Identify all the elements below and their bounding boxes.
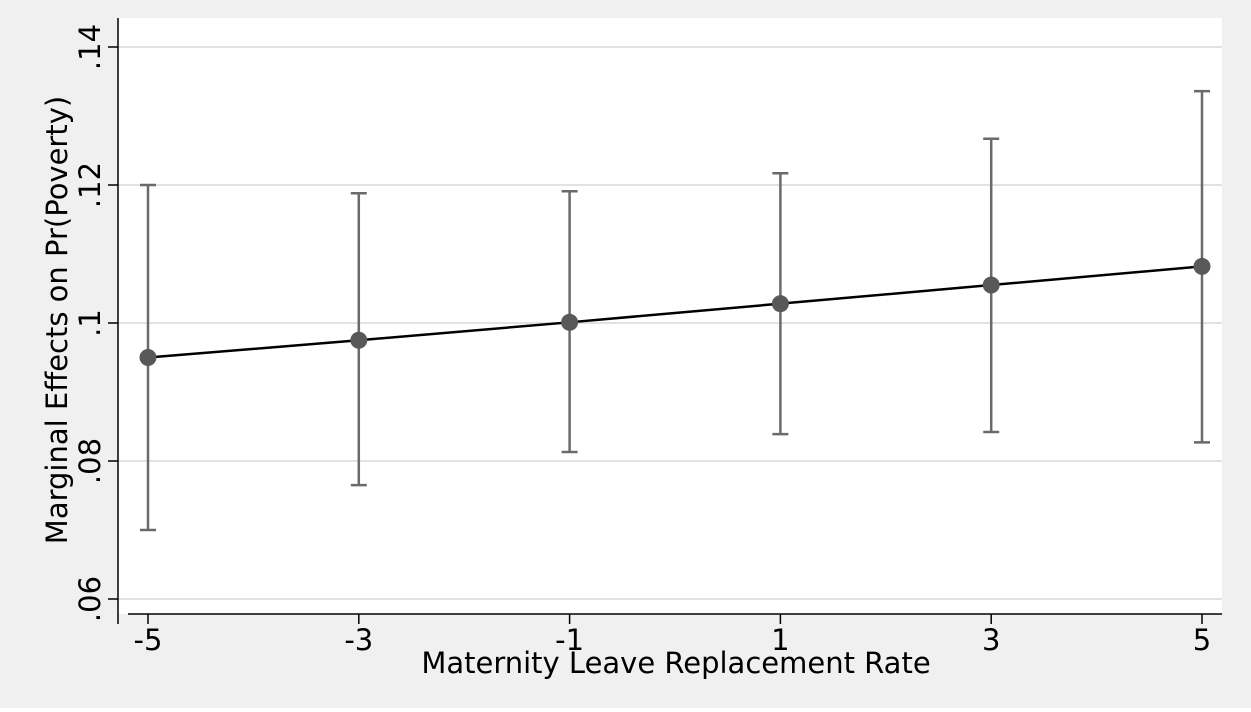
x-tick-label: 5 — [1193, 623, 1211, 657]
axes: .06 .08 .1 .12 .14 -5 -3 -1 1 3 5 — [73, 18, 1222, 657]
y-tick-label: .14 — [73, 24, 107, 70]
series-line-group — [147, 265, 1203, 359]
y-tick-label: .12 — [73, 162, 107, 208]
data-point — [1193, 257, 1211, 275]
plot-background — [118, 18, 1222, 614]
y-axis-title: Marginal Effects on Pr(Poverty) — [40, 96, 74, 544]
data-point — [350, 331, 368, 349]
data-point — [771, 295, 789, 313]
y-tick-label: .1 — [73, 309, 107, 337]
x-tick-label: -3 — [344, 623, 373, 657]
x-axis-title: Maternity Leave Replacement Rate — [421, 646, 930, 680]
series-line — [147, 265, 1203, 359]
data-point — [561, 313, 579, 331]
data-points — [139, 257, 1211, 366]
data-point — [139, 349, 157, 366]
x-tick-label: -5 — [134, 623, 163, 657]
x-tick-label: 3 — [982, 623, 1000, 657]
gridlines — [118, 46, 1222, 600]
y-tick-label: .06 — [73, 576, 107, 622]
data-point — [982, 276, 1000, 294]
y-tick-label: .08 — [73, 438, 107, 484]
x-tick-label: -1 — [555, 623, 584, 657]
x-tick-label: 1 — [771, 623, 789, 657]
